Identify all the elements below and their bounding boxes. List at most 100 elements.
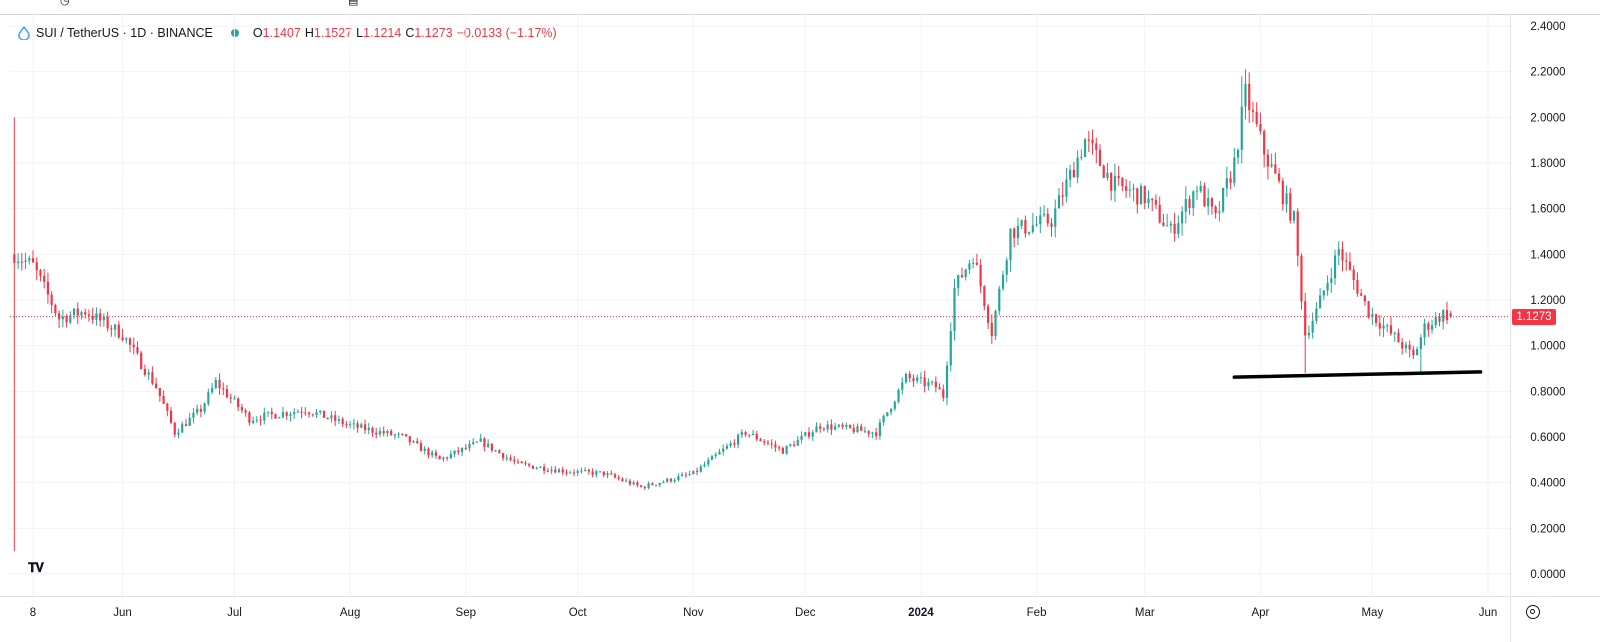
candle-body <box>1386 325 1389 327</box>
support-trendline[interactable] <box>1232 370 1483 379</box>
candle-body <box>382 431 385 434</box>
candle <box>225 384 229 399</box>
price-chart[interactable]: 2.4000 2.2000 2.0000 1.8000 1.6000 1.4000 1.20… <box>0 14 1600 642</box>
candle <box>1046 208 1049 227</box>
candle-body <box>158 388 161 397</box>
candle-body <box>1016 226 1020 239</box>
candle-body <box>725 445 729 449</box>
open-value: 1.1407 <box>262 26 301 40</box>
price-scale[interactable]: 2.4000 2.2000 2.0000 1.8000 1.6000 1.4000 1.20… <box>1530 21 1565 581</box>
symbol-title[interactable]: SUI / TetherUS · 1D · BINANCE <box>36 26 213 40</box>
candle <box>218 373 221 395</box>
candle <box>1024 215 1027 238</box>
candle-body <box>1322 290 1325 296</box>
candle <box>815 422 818 433</box>
candle <box>360 422 363 429</box>
candle-body <box>1110 172 1113 191</box>
time-scale[interactable]: 8 Jun Jul Aug Sep Oct Nov Dec 2024 Feb Mar Apr May Ju… <box>30 607 1497 619</box>
time-scale-border <box>0 596 1600 597</box>
candle-body <box>278 417 281 419</box>
candle <box>1151 198 1154 212</box>
candle-body <box>1356 280 1359 294</box>
candle <box>330 411 333 423</box>
candle <box>509 454 512 462</box>
candle-body <box>964 269 967 278</box>
candle <box>1139 183 1143 205</box>
y-tick-label: 1.2000 <box>1530 295 1565 307</box>
candle <box>1102 164 1105 179</box>
candle-body <box>535 467 538 469</box>
candle <box>785 445 788 455</box>
candle <box>1255 102 1258 127</box>
candle <box>453 450 456 458</box>
candle-body <box>24 260 27 262</box>
high-key: H <box>304 26 314 40</box>
candle-body <box>1333 255 1337 279</box>
candle <box>151 366 154 386</box>
candle <box>983 285 986 311</box>
candle <box>31 250 35 263</box>
candle <box>1087 130 1090 153</box>
candle <box>707 457 710 467</box>
candle-body <box>1061 195 1064 197</box>
candle-body <box>1158 204 1161 223</box>
candle-body <box>666 478 669 482</box>
candle-body <box>569 472 572 474</box>
candle-body <box>1434 316 1437 326</box>
candle <box>662 480 665 484</box>
candle <box>296 409 299 413</box>
candle <box>725 443 729 450</box>
candle-body <box>1087 139 1090 141</box>
candle <box>916 374 919 384</box>
clock-icon[interactable]: ◷ <box>60 0 70 7</box>
candle <box>1069 164 1072 188</box>
candle-body <box>1102 165 1105 178</box>
candle-body <box>1416 349 1419 356</box>
candle <box>856 423 859 433</box>
candle-body <box>785 445 788 454</box>
candle <box>1016 217 1020 246</box>
candle <box>393 433 396 440</box>
candle-body <box>681 474 684 477</box>
candle-body <box>125 338 128 340</box>
candle-body <box>296 411 299 413</box>
candle <box>28 255 31 265</box>
candle-body <box>28 258 31 261</box>
candle-body <box>475 441 479 443</box>
candle-body <box>934 381 937 388</box>
indicators-icon[interactable]: ▤ <box>348 0 359 7</box>
y-tick-label: 1.8000 <box>1530 158 1565 170</box>
candle <box>699 464 702 473</box>
candle <box>1393 331 1396 342</box>
candle <box>1039 206 1042 234</box>
candle <box>1229 171 1232 190</box>
x-tick-label: May <box>1361 607 1383 619</box>
candle <box>487 439 490 449</box>
x-tick-label: 2024 <box>908 607 934 619</box>
candle-body <box>1210 198 1214 207</box>
x-tick-label: Feb <box>1027 607 1047 619</box>
tradingview-logo-icon[interactable]: 𝐓𝐕 <box>28 560 44 575</box>
candle <box>87 309 91 322</box>
candle-body <box>901 382 904 390</box>
candle <box>759 437 762 442</box>
gear-icon[interactable] <box>1526 605 1540 619</box>
candle-body <box>606 473 609 476</box>
candle <box>875 427 878 440</box>
candle-body <box>147 372 150 375</box>
candle-body <box>367 427 370 431</box>
candle <box>498 449 501 454</box>
candle <box>416 437 419 444</box>
candle-body <box>457 450 460 453</box>
candle-body <box>945 365 949 398</box>
candle <box>729 440 732 448</box>
x-tick-label: Apr <box>1251 607 1269 619</box>
candle-body <box>557 469 561 473</box>
candle <box>460 447 464 457</box>
candle-body <box>237 398 240 408</box>
candle <box>401 433 404 436</box>
candle-body <box>412 441 415 443</box>
candle-body <box>822 428 826 430</box>
candle <box>1177 215 1180 239</box>
candle-body <box>1203 185 1206 207</box>
